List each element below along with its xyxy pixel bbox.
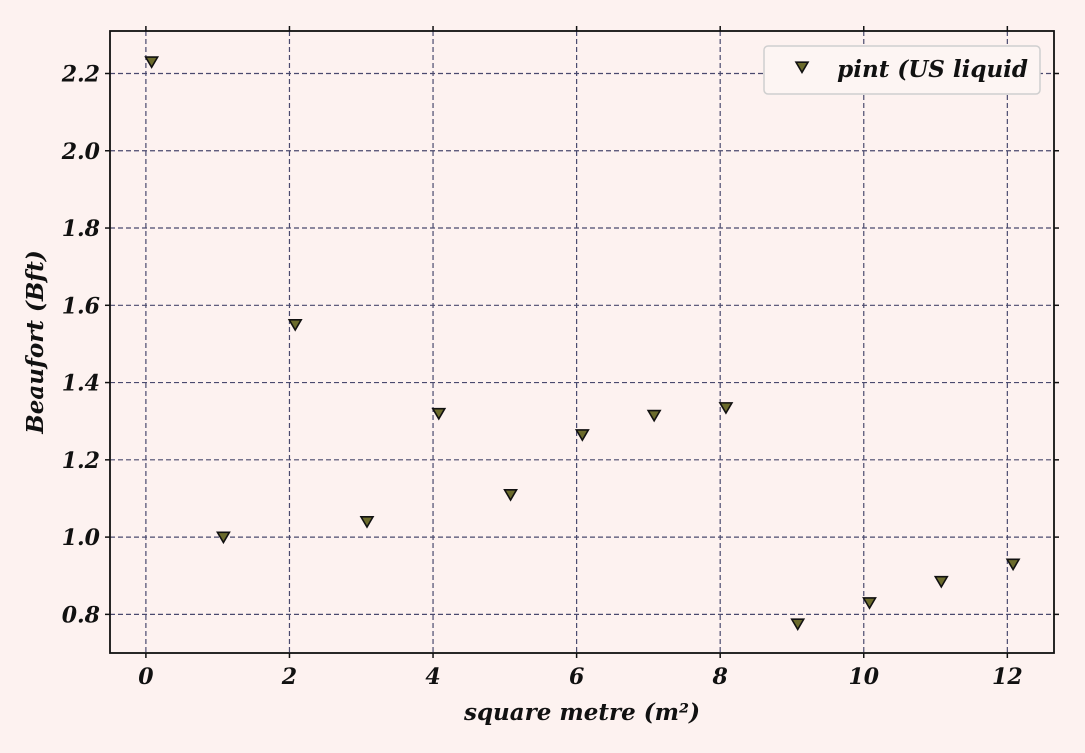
y-tick-label: 2.0 [61,139,101,165]
y-axis-title: Beaufort (Bft) [22,250,49,434]
x-tick-label: 0 [138,664,154,690]
data-point [144,56,160,69]
x-tick-label: 10 [848,664,879,690]
data-point [646,409,662,423]
legend-label: pint (US liquid [837,56,1028,83]
y-tick-label: 1.8 [62,216,100,242]
data-point [1005,558,1021,572]
x-axis-title: square metre (m²) [463,699,700,726]
data-point [359,516,375,529]
data-point [790,618,806,632]
plot-background [110,31,1054,653]
plot-frame [109,30,1055,654]
y-tick-labels: 0.8 1.0 1.2 1.4 1.6 1.8 2.0 2.2 [61,61,101,628]
x-tick-label: 8 [712,664,728,690]
data-points [144,56,1021,632]
y-tick-label: 1.2 [62,448,100,474]
data-point [287,319,303,332]
data-point [431,407,447,421]
legend-box [763,45,1041,95]
data-point [862,597,877,610]
data-point [718,402,734,415]
x-tick-label: 6 [569,664,584,690]
data-point [503,489,518,502]
y-tick-label: 2.2 [61,61,100,87]
x-tick-label: 4 [425,664,440,690]
data-point [216,531,231,545]
y-tick-label: 1.6 [62,293,100,319]
x-tick-labels: 0 2 4 6 8 10 12 [138,664,1022,690]
y-tick-label: 1.0 [62,525,101,551]
y-tick-label: 1.4 [62,371,100,397]
data-point [574,429,590,442]
legend: pint (US liquid [763,45,1041,95]
x-tick-label: 2 [281,664,297,690]
legend-marker-icon [794,61,810,74]
data-point [933,575,949,589]
y-tick-label: 0.8 [62,602,100,628]
x-tick-label: 12 [992,664,1023,690]
